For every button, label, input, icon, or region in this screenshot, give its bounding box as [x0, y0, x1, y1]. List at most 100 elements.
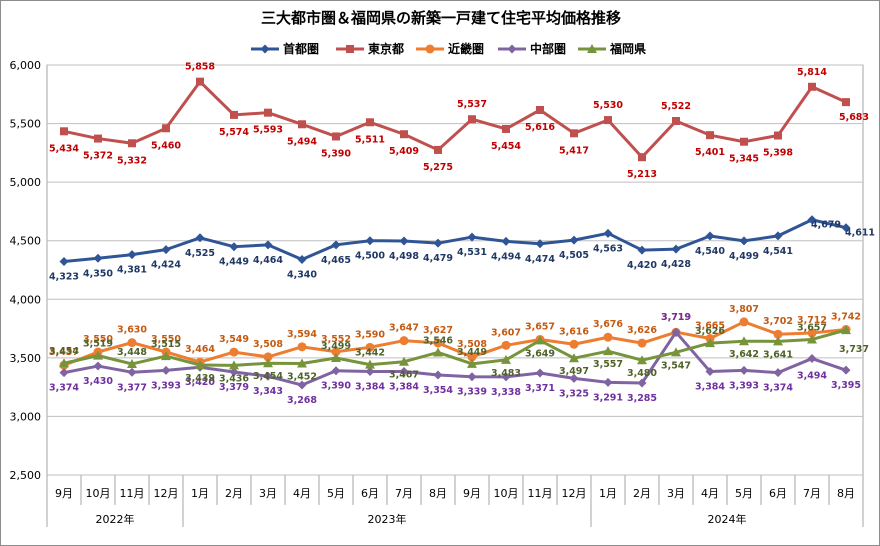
x-tick-label: 4月 — [701, 487, 719, 500]
data-point — [705, 338, 715, 348]
year-group-label: 2022年 — [96, 512, 135, 526]
x-tick-label: 6月 — [361, 487, 379, 500]
data-label: 3,494 — [797, 371, 827, 382]
data-label: 3,285 — [627, 393, 657, 404]
data-labels-series-2: 5,434 5,372 5,332 5,460 5,858 5,574 5,593 5,494… — [49, 62, 869, 181]
data-label: 5,683 — [839, 112, 869, 123]
data-point — [60, 127, 68, 136]
data-label: 4,540 — [695, 246, 725, 257]
data-point — [127, 338, 137, 348]
data-point — [603, 228, 613, 238]
legend-marker — [507, 44, 517, 54]
data-point — [807, 328, 817, 338]
data-point — [161, 245, 171, 255]
legend-marker — [260, 44, 270, 54]
data-label: 4,323 — [49, 271, 79, 282]
data-label: 5,332 — [117, 155, 147, 166]
data-label: 4,563 — [593, 243, 623, 254]
data-point — [59, 368, 69, 378]
legend-item: 東京都 — [336, 41, 404, 56]
data-point — [773, 329, 783, 339]
data-label: 4,525 — [185, 248, 215, 259]
data-label: 3,626 — [627, 325, 657, 336]
data-label: 4,679 — [811, 220, 841, 231]
data-point — [230, 110, 238, 119]
data-point — [773, 231, 783, 241]
data-point — [59, 358, 69, 368]
data-point — [128, 139, 136, 148]
data-label: 3,547 — [661, 360, 691, 371]
data-point — [127, 250, 137, 260]
data-label: 3,420 — [185, 377, 215, 388]
legend-label: 東京都 — [368, 41, 404, 56]
data-label: 4,464 — [253, 255, 283, 266]
series-lines — [59, 77, 851, 390]
data-point — [264, 108, 272, 117]
data-label: 3,467 — [389, 370, 419, 381]
x-tick-label: 11月 — [528, 487, 553, 500]
legend-label: 首都圏 — [283, 41, 319, 56]
data-label: 3,325 — [559, 388, 589, 399]
data-label: 5,390 — [321, 148, 351, 159]
data-label: 3,712 — [797, 315, 827, 326]
x-tick-label: 5月 — [735, 487, 753, 500]
data-label: 3,371 — [525, 383, 555, 394]
data-label: 3,519 — [83, 339, 113, 350]
data-point — [569, 235, 579, 245]
data-point — [841, 223, 851, 233]
data-point — [331, 352, 341, 362]
data-label: 3,590 — [355, 329, 385, 340]
data-point — [671, 327, 681, 337]
x-tick-label: 7月 — [395, 487, 413, 500]
data-label: 4,494 — [491, 251, 521, 262]
data-point — [603, 346, 613, 356]
data-label: 5,409 — [389, 146, 419, 157]
data-label: 5,494 — [287, 136, 317, 147]
data-labels-series-1: 4,323 4,350 4,381 4,424 4,525 4,449 4,464 4,340… — [49, 220, 875, 283]
data-point — [433, 370, 443, 380]
data-point — [467, 232, 477, 242]
data-point — [127, 367, 137, 377]
data-label: 5,345 — [729, 154, 759, 165]
data-label: 3,449 — [457, 347, 487, 358]
data-point — [365, 359, 375, 369]
series-line — [63, 320, 847, 367]
x-tick-label: 12月 — [562, 487, 587, 500]
data-label: 3,384 — [389, 381, 419, 392]
data-point — [467, 352, 477, 362]
data-label: 3,374 — [49, 383, 79, 394]
data-point — [603, 332, 613, 342]
data-label: 4,449 — [219, 257, 249, 268]
data-point — [841, 365, 851, 375]
x-tick-label: 5月 — [327, 487, 345, 500]
data-label: 3,437 — [49, 347, 79, 358]
data-label: 4,420 — [627, 260, 657, 271]
data-label: 3,384 — [355, 381, 385, 392]
series-line — [63, 328, 847, 367]
data-label: 3,454 — [49, 346, 79, 357]
data-label: 4,505 — [559, 250, 589, 261]
x-tick-label: 1月 — [191, 487, 209, 500]
legend-item: 近畿圏 — [416, 41, 484, 56]
data-label: 3,374 — [763, 383, 793, 394]
data-point — [535, 239, 545, 249]
data-point — [672, 116, 680, 125]
data-labels-series-4: 3,374 3,430 3,377 3,393 3,420 3,379 3,343 3,268… — [49, 312, 861, 406]
data-point — [535, 335, 545, 345]
data-label: 5,537 — [457, 99, 487, 110]
data-point — [637, 338, 647, 348]
legend-label: 福岡県 — [609, 41, 646, 56]
data-point — [298, 120, 306, 129]
series-1 — [59, 215, 851, 266]
data-label: 3,379 — [219, 382, 249, 393]
data-point — [603, 377, 613, 387]
data-point — [229, 367, 239, 377]
data-label: 3,339 — [457, 387, 487, 398]
data-point — [739, 236, 749, 246]
x-tick-label: 3月 — [259, 487, 277, 500]
data-point — [162, 124, 170, 133]
data-point — [706, 131, 714, 140]
data-point — [263, 358, 273, 368]
data-label: 3,497 — [559, 366, 589, 377]
data-point — [263, 240, 273, 250]
